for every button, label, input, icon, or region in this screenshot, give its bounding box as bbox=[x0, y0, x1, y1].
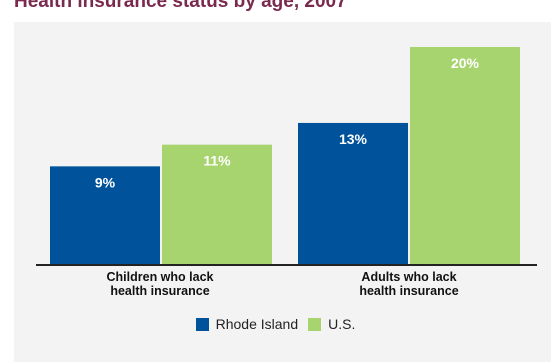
data-label-rhode-island-0: 9% bbox=[95, 174, 116, 190]
legend-item-us: U.S. bbox=[308, 316, 355, 332]
bar-rhode-island-1 bbox=[298, 122, 408, 264]
legend-swatch-us bbox=[308, 317, 322, 331]
data-label-rhode-island-1: 13% bbox=[339, 131, 368, 147]
legend-item-rhode-island: Rhode Island bbox=[195, 316, 299, 332]
category-label-0: Children who lack health insurance bbox=[107, 270, 214, 298]
data-label-us-1: 20% bbox=[451, 55, 480, 71]
category-label-1: Adults who lack health insurance bbox=[359, 270, 458, 298]
chart-legend: Rhode Island U.S. bbox=[0, 316, 551, 332]
chart-title: Health insurance status by age, 2007 bbox=[14, 0, 347, 12]
bar-us-0 bbox=[162, 144, 272, 264]
data-label-us-0: 11% bbox=[203, 153, 231, 169]
legend-label-rhode-island: Rhode Island bbox=[215, 316, 299, 332]
bar-rhode-island-0 bbox=[50, 166, 160, 264]
legend-label-us: U.S. bbox=[328, 316, 356, 332]
legend-swatch-rhode-island bbox=[195, 317, 209, 331]
bar-us-1 bbox=[410, 47, 520, 264]
